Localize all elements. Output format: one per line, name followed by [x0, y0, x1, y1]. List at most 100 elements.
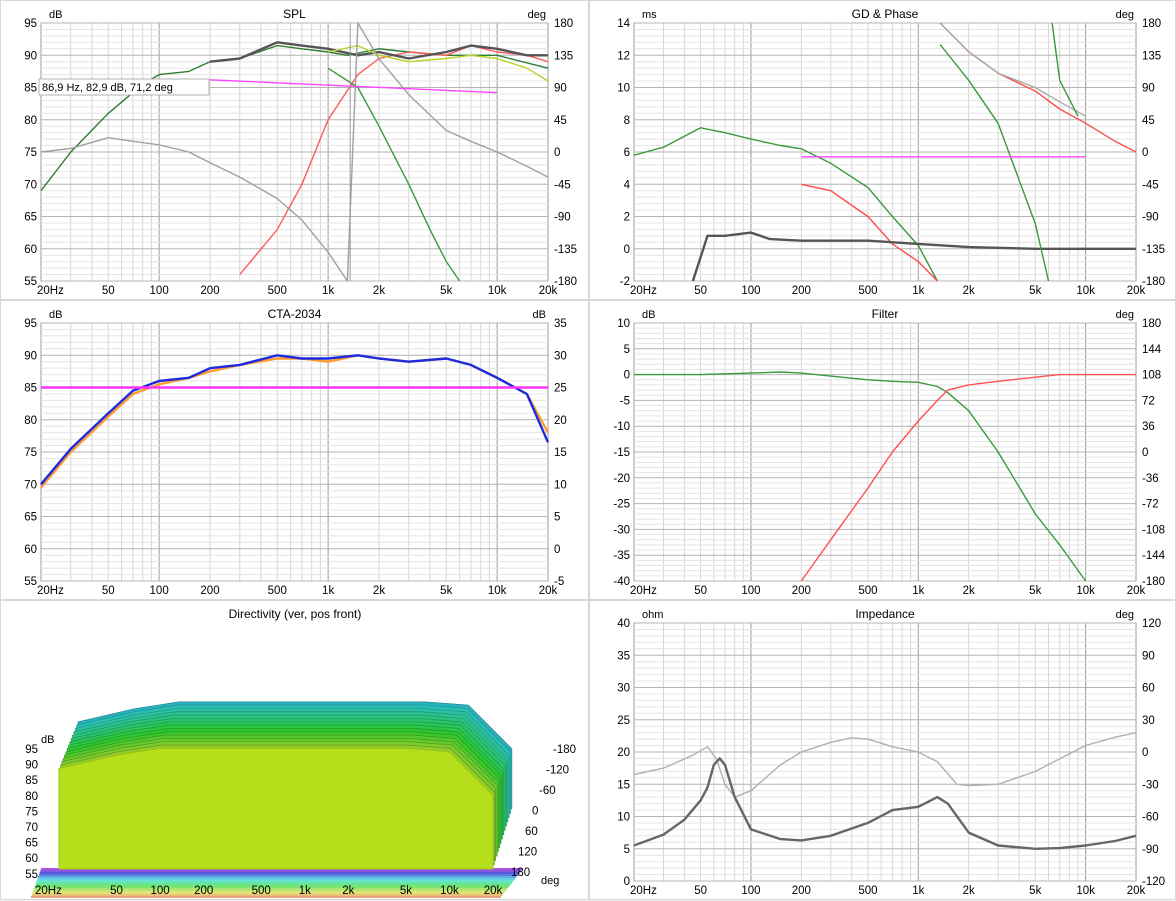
x-tick-label: 500	[252, 885, 271, 897]
y-tick-label: 6	[624, 147, 630, 159]
y2-tick-label: -180	[554, 276, 577, 288]
y-tick-label: -20	[613, 473, 630, 485]
y2-tick-label: 30	[554, 350, 567, 362]
y-tick-label: 90	[25, 760, 38, 772]
x-tick-label: 20k	[539, 585, 558, 597]
y-tick-label: 65	[24, 212, 37, 224]
y-unit-label: ms	[642, 9, 657, 21]
y-tick-label: -2	[620, 276, 630, 288]
y-tick-label: 70	[24, 479, 37, 491]
chart-title: Impedance	[855, 607, 915, 621]
y2-tick-label: -180	[1142, 576, 1165, 588]
y-tick-label: 95	[24, 318, 37, 330]
x-tick-label: 20Hz	[630, 885, 657, 897]
y2-tick-label: -60	[1142, 812, 1159, 824]
x-tick-label: 20Hz	[35, 885, 62, 897]
series-0-line	[633, 732, 1137, 798]
y2-tick-label: 36	[1142, 421, 1155, 433]
y2-tick-label: 45	[1142, 115, 1155, 127]
cursor-readout-box	[38, 78, 210, 96]
x-tick-label: 50	[694, 885, 707, 897]
y-tick-label: 35	[617, 650, 630, 662]
y-tick-label: -35	[613, 550, 630, 562]
y-tick-label: 75	[24, 447, 37, 459]
y2-tick-label: 144	[1142, 344, 1162, 356]
x-tick-label: 2k	[373, 285, 385, 297]
x-tick-label: 20k	[1127, 285, 1146, 297]
y-tick-label: 5	[624, 344, 630, 356]
x-tick-label: 20Hz	[630, 285, 657, 297]
gd-phase-chart-panel: GD & Phase ms deg 14 12 10 8 6 4 2 0 -2 180 135 90 45 0 -…	[589, 0, 1176, 300]
series-1-line	[801, 183, 938, 282]
x-tick-label: 50	[102, 285, 115, 297]
x-tick-label: 20Hz	[37, 585, 64, 597]
x-tick-label: 100	[151, 885, 170, 897]
y2-unit-label: deg	[1116, 609, 1134, 621]
x-tick-label: 2k	[963, 885, 975, 897]
y-tick-label: 20	[617, 747, 630, 759]
series-5-line	[327, 67, 461, 282]
x-tick-label: 100	[741, 585, 760, 597]
y-tick-label: 85	[25, 775, 38, 787]
series-1-line	[633, 757, 1137, 850]
y-unit-label: dB	[49, 309, 62, 321]
y2-tick-label: 60	[1142, 683, 1155, 695]
z-unit-label: deg	[541, 875, 559, 887]
grid	[41, 22, 548, 282]
y-tick-label: 55	[24, 576, 37, 588]
x-tick-label: 500	[858, 285, 877, 297]
y2-tick-label: 45	[554, 115, 567, 127]
y2-tick-label: 0	[1142, 447, 1148, 459]
y-tick-label: -5	[620, 395, 630, 407]
y-tick-label: 40	[617, 618, 630, 630]
x-tick-label: 5k	[1029, 585, 1041, 597]
y2-tick-label: 90	[1142, 83, 1155, 95]
y2-unit-label: dB	[533, 309, 546, 321]
x-tick-label: 1k	[322, 585, 334, 597]
x-tick-label: 200	[194, 885, 213, 897]
cta-2034-chart: CTA-2034 dB dB 95 90 85 80 75 70 65 60 55 35 30 25 20 15…	[24, 307, 567, 597]
z-tick-label: -120	[546, 765, 569, 777]
x-tick-label: 10k	[1076, 285, 1095, 297]
x-tick-label: 2k	[963, 285, 975, 297]
x-tick-label: 10k	[488, 585, 507, 597]
y2-unit-label: deg	[1116, 309, 1134, 321]
x-tick-label: 200	[200, 585, 219, 597]
y-tick-label: 30	[617, 683, 630, 695]
series-3-line	[327, 44, 549, 82]
y-unit-label: ohm	[642, 609, 663, 621]
x-tick-label: 500	[268, 285, 287, 297]
y2-tick-label: 0	[1142, 747, 1148, 759]
y-tick-label: 25	[617, 715, 630, 727]
chart-title: CTA-2034	[268, 307, 322, 321]
y2-tick-label: 10	[554, 479, 567, 491]
y2-tick-label: -90	[1142, 844, 1159, 856]
y2-tick-label: 0	[554, 544, 560, 556]
y2-tick-label: 90	[554, 83, 567, 95]
y2-tick-label: 180	[1142, 318, 1161, 330]
z-tick-label: 120	[518, 847, 537, 859]
y2-tick-label: 180	[554, 18, 573, 30]
x-tick-label: 10k	[1076, 885, 1095, 897]
chart-title: GD & Phase	[852, 7, 919, 21]
y-tick-label: 75	[24, 147, 37, 159]
y2-tick-label: 0	[1142, 147, 1148, 159]
x-tick-label: 20k	[539, 285, 558, 297]
y-tick-label: 85	[24, 83, 37, 95]
chart-title: Directivity (ver, pos front)	[229, 607, 362, 621]
y-tick-label: 5	[624, 844, 630, 856]
y2-tick-label: 30	[1142, 715, 1155, 727]
y2-tick-label: 15	[554, 447, 567, 459]
y-unit-label: dB	[49, 9, 62, 21]
x-tick-label: 2k	[963, 585, 975, 597]
y2-tick-label: 180	[1142, 18, 1161, 30]
x-tick-label: 1k	[299, 885, 311, 897]
y-tick-label: 85	[24, 383, 37, 395]
x-tick-label: 2k	[373, 585, 385, 597]
y-tick-label: 0	[624, 370, 630, 382]
y-tick-label: 14	[617, 18, 630, 30]
x-tick-label: 100	[741, 885, 760, 897]
x-tick-label: 2k	[342, 885, 354, 897]
z-tick-label: 0	[532, 806, 538, 818]
